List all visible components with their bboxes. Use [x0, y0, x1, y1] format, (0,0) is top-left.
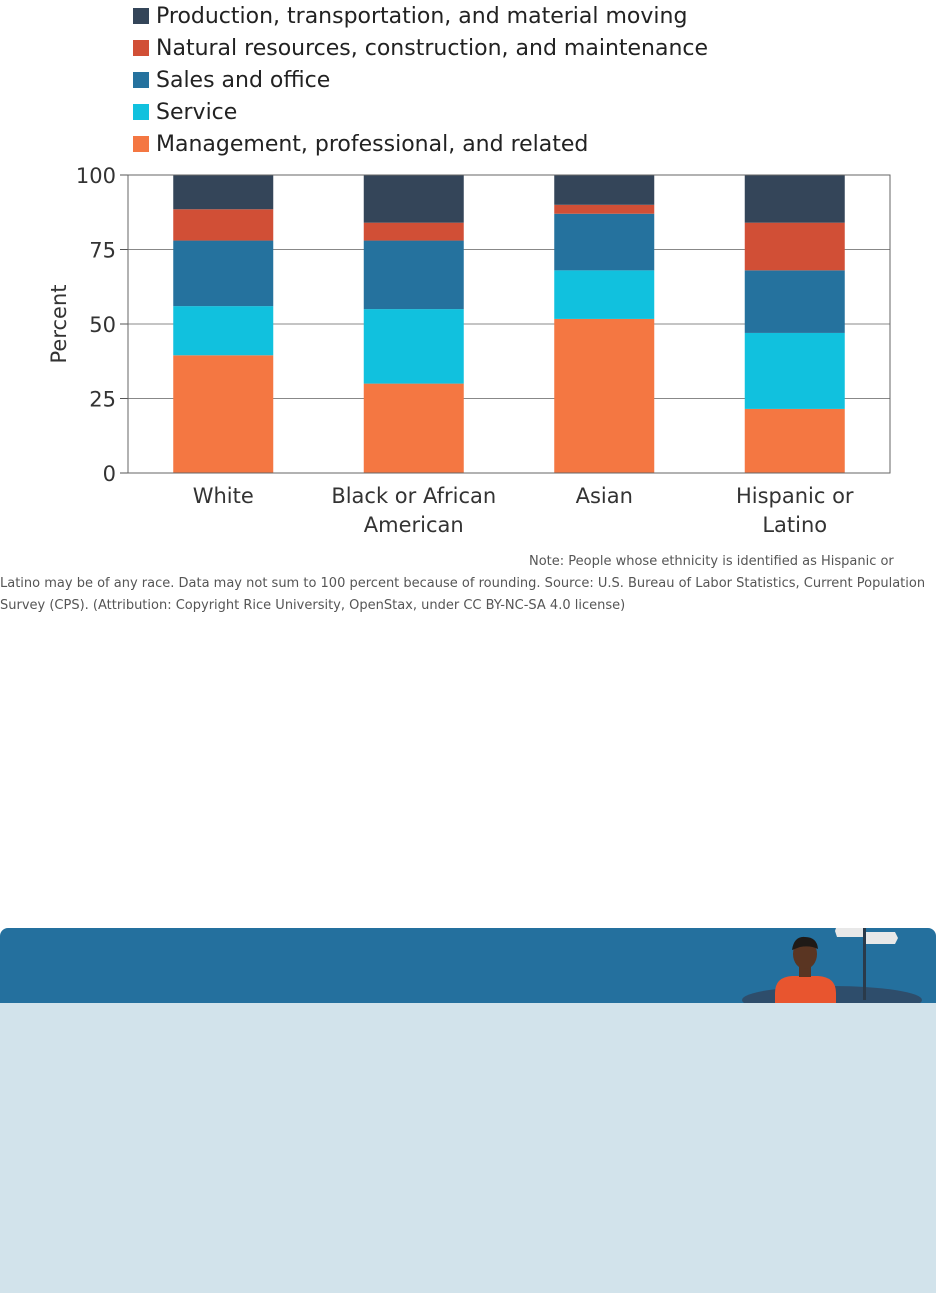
y-axis-label: Percent: [47, 284, 71, 363]
bar-segment: [173, 306, 274, 356]
legend-item-production: Production, transportation, and material…: [133, 0, 708, 32]
legend-swatch: [133, 8, 149, 24]
y-tick-label: 75: [89, 239, 116, 263]
x-tick-label: American: [364, 513, 464, 537]
legend-item-sales-office: Sales and office: [133, 64, 708, 96]
bar-segment: [554, 270, 655, 319]
bar-segment: [363, 175, 464, 223]
feature-callout: [0, 928, 937, 1293]
bar-segment: [554, 213, 655, 271]
legend-swatch: [133, 136, 149, 152]
bar-segment: [744, 270, 845, 333]
legend-label: Service: [156, 99, 238, 125]
chart-legend: Production, transportation, and material…: [133, 0, 708, 160]
legend-label: Management, professional, and related: [156, 131, 589, 157]
y-tick-label: 0: [103, 462, 116, 486]
y-tick-label: 50: [89, 313, 116, 337]
chart-note: Note: People whose ethnicity is identifi…: [0, 551, 937, 617]
callout-header: [0, 928, 936, 1004]
bar-segment: [363, 240, 464, 310]
bar-segment: [363, 309, 464, 384]
bar-segment: [554, 204, 655, 214]
legend-item-natural-resources: Natural resources, construction, and mai…: [133, 32, 708, 64]
x-tick-label: White: [193, 484, 254, 508]
bar-segment: [173, 355, 274, 473]
bar-segment: [554, 318, 655, 473]
bar-segment: [744, 175, 845, 223]
x-tick-label: Asian: [576, 484, 633, 508]
stacked-bar-chart: 0 25 50 75 100 Percent White Black or African Am…: [47, 164, 891, 537]
note-line: Note: People whose ethnicity is identifi…: [529, 554, 894, 569]
legend-item-service: Service: [133, 96, 708, 128]
bar-segment: [173, 240, 274, 307]
legend-swatch: [133, 104, 149, 120]
bar-segment: [173, 209, 274, 241]
bar-segment: [744, 222, 845, 271]
y-tick-label: 100: [76, 164, 116, 188]
note-line: Latino may be of any race. Data may not …: [0, 576, 926, 591]
plot-frame: [127, 174, 891, 474]
bar-segment: [363, 222, 464, 241]
legend-swatch: [133, 72, 149, 88]
legend-label: Natural resources, construction, and mai…: [156, 35, 709, 61]
callout-body: [0, 1003, 936, 1293]
legend-label: Sales and office: [156, 67, 331, 93]
y-tick-label: 25: [89, 388, 116, 412]
x-tick-label: Black or African: [331, 484, 496, 508]
legend-swatch: [133, 40, 149, 56]
bar-segment: [744, 408, 845, 473]
person-at-signpost-icon: [742, 928, 922, 1004]
legend-item-management: Management, professional, and related: [133, 128, 708, 160]
x-tick-label: Latino: [762, 513, 827, 537]
bar-segment: [744, 332, 845, 409]
note-line: Survey (CPS). (Attribution: Copyright Ri…: [0, 598, 626, 613]
bar-segment: [554, 175, 655, 205]
x-tick-label: Hispanic or: [736, 484, 854, 508]
legend-label: Production, transportation, and material…: [156, 3, 688, 29]
bar-segment: [173, 175, 274, 210]
bar-segment: [363, 383, 464, 473]
